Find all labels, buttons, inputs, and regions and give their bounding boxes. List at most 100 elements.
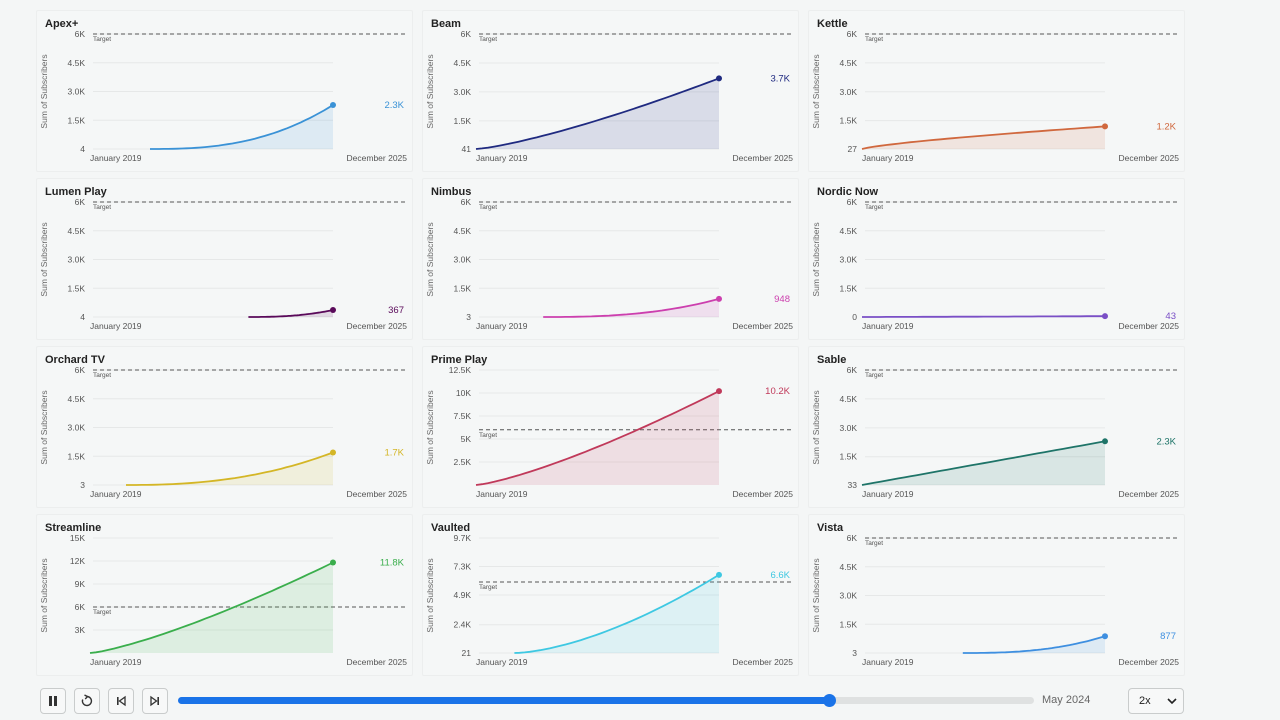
y-tick-label: 6K [847, 365, 858, 375]
y-tick-label: 9.7K [454, 533, 472, 543]
y-tick-label: 4.5K [68, 394, 86, 404]
speed-select[interactable]: 2x [1128, 688, 1184, 714]
y-tick-label: 3 [80, 480, 85, 490]
y-axis-label: Sum of Subscribers [811, 558, 821, 632]
x-end-label: December 2025 [1119, 321, 1180, 331]
timeline-thumb[interactable] [822, 694, 836, 707]
step-back-button[interactable] [108, 688, 134, 714]
x-start-label: January 2019 [90, 657, 142, 667]
chart-panel: Vista 3 1.5K 3.0K 4.5K 6K Sum of Subscribers Ta… [808, 514, 1185, 676]
y-tick-label: 3.0K [68, 423, 86, 433]
timeline-slider[interactable] [178, 694, 1034, 707]
chart-title: Prime Play [431, 354, 488, 366]
chart-svg: 3 1.5K 3.0K 4.5K 6K Sum of Subscribers Target 9… [425, 197, 794, 331]
y-tick-label: 1.5K [68, 115, 86, 125]
chart-panel: Sable 33 1.5K 3.0K 4.5K 6K Sum of Subscribers T… [808, 346, 1185, 508]
series-line [150, 104, 334, 150]
x-end-label: December 2025 [733, 153, 794, 163]
y-axis-label: Sum of Subscribers [425, 54, 435, 128]
series-line [861, 440, 1106, 486]
y-tick-label: 15K [70, 533, 85, 543]
x-end-label: December 2025 [1119, 657, 1180, 667]
chart-svg: 2.5K 5K 7.5K 10K 12.5K Sum of Subscribers Targ… [425, 365, 793, 499]
speed-value: 2x [1139, 695, 1151, 707]
end-value-label: 10.2K [765, 386, 790, 397]
y-tick-label: 6K [75, 365, 86, 375]
y-tick-label: 4.9K [454, 590, 472, 600]
y-tick-label: 21 [462, 648, 472, 658]
chart-svg: 27 1.5K 3.0K 4.5K 6K Sum of Subscribers Target… [811, 29, 1179, 163]
chart-title: Apex+ [45, 18, 79, 30]
x-start-label: January 2019 [476, 321, 528, 331]
series-line [543, 298, 720, 318]
chart-svg: 4 1.5K 3.0K 4.5K 6K Sum of Subscribers Target 2… [39, 29, 407, 163]
end-point [330, 101, 336, 108]
series-area [150, 105, 333, 149]
y-tick-label: 4.5K [454, 58, 472, 68]
y-axis-label: Sum of Subscribers [425, 222, 435, 296]
end-point [716, 388, 722, 395]
x-start-label: January 2019 [90, 321, 142, 331]
end-value-label: 6.6K [770, 570, 790, 581]
x-end-label: December 2025 [347, 321, 408, 331]
chart-title: Orchard TV [45, 354, 105, 366]
end-value-label: 367 [388, 305, 404, 316]
step-forward-button[interactable] [142, 688, 168, 714]
chart-svg: 0 1.5K 3.0K 4.5K 6K Sum of Subscribers Target 4… [811, 197, 1180, 331]
end-value-label: 2.3K [384, 100, 404, 111]
series-area [962, 636, 1105, 653]
y-tick-label: 4.5K [68, 58, 86, 68]
end-point [716, 571, 722, 578]
end-point [330, 559, 336, 566]
series-line [126, 451, 334, 486]
pause-button[interactable] [40, 688, 66, 714]
target-label: Target [93, 372, 111, 379]
end-value-label: 2.3K [1156, 436, 1176, 447]
y-axis-label: Sum of Subscribers [811, 54, 821, 128]
y-tick-label: 6K [847, 29, 858, 39]
chart-title: Nimbus [431, 186, 472, 198]
y-tick-label: 7.3K [454, 562, 472, 572]
y-tick-label: 1.5K [454, 283, 472, 293]
y-tick-label: 6K [847, 197, 858, 207]
target-label: Target [479, 584, 497, 591]
chart-title: Streamline [45, 522, 102, 534]
series-area [126, 452, 333, 485]
chart-panel: Nordic Now 0 1.5K 3.0K 4.5K 6K Sum of Subscrib… [808, 178, 1185, 340]
y-axis-label: Sum of Subscribers [425, 390, 435, 464]
y-tick-label: 6K [461, 29, 472, 39]
end-value-label: 948 [774, 294, 790, 305]
x-start-label: January 2019 [862, 657, 914, 667]
pause-icon [49, 696, 57, 706]
chart-panel: Prime Play 2.5K 5K 7.5K 10K 12.5K Sum of Subsc… [422, 346, 799, 508]
restart-button[interactable] [74, 688, 100, 714]
chart-svg: 41 1.5K 3.0K 4.5K 6K Sum of Subscribers Target… [425, 29, 794, 163]
current-date-label: May 2024 [1042, 694, 1091, 706]
target-label: Target [93, 36, 111, 43]
chart-panel: Lumen Play 4 1.5K 3.0K 4.5K 6K Sum of Subscrib… [36, 178, 413, 340]
y-tick-label: 27 [848, 144, 858, 154]
series-line [861, 125, 1106, 150]
series-line [475, 77, 720, 150]
chart-svg: 3K 6K 9K 12K 15K Sum of Subscribers Target 11.8… [39, 533, 407, 667]
y-tick-label: 1.5K [68, 283, 86, 293]
y-axis-label: Sum of Subscribers [39, 222, 49, 296]
y-tick-label: 4.5K [840, 394, 858, 404]
target-label: Target [865, 204, 883, 211]
y-tick-label: 1.5K [840, 116, 858, 126]
target-label: Target [479, 36, 497, 43]
y-axis-label: Sum of Subscribers [811, 390, 821, 464]
y-tick-label: 3.0K [454, 87, 472, 97]
chart-svg: 33 1.5K 3.0K 4.5K 6K Sum of Subscribers Target… [811, 365, 1179, 499]
target-label: Target [865, 372, 883, 379]
y-tick-label: 6K [847, 533, 858, 543]
y-tick-label: 12K [70, 556, 85, 566]
target-label: Target [865, 540, 883, 547]
series-area [90, 562, 333, 653]
end-value-label: 3.7K [770, 73, 790, 84]
y-tick-label: 1.5K [454, 116, 472, 126]
skip-forward-icon [150, 695, 159, 707]
end-point [716, 295, 722, 302]
y-tick-label: 4.5K [840, 562, 858, 572]
x-end-label: December 2025 [733, 321, 794, 331]
